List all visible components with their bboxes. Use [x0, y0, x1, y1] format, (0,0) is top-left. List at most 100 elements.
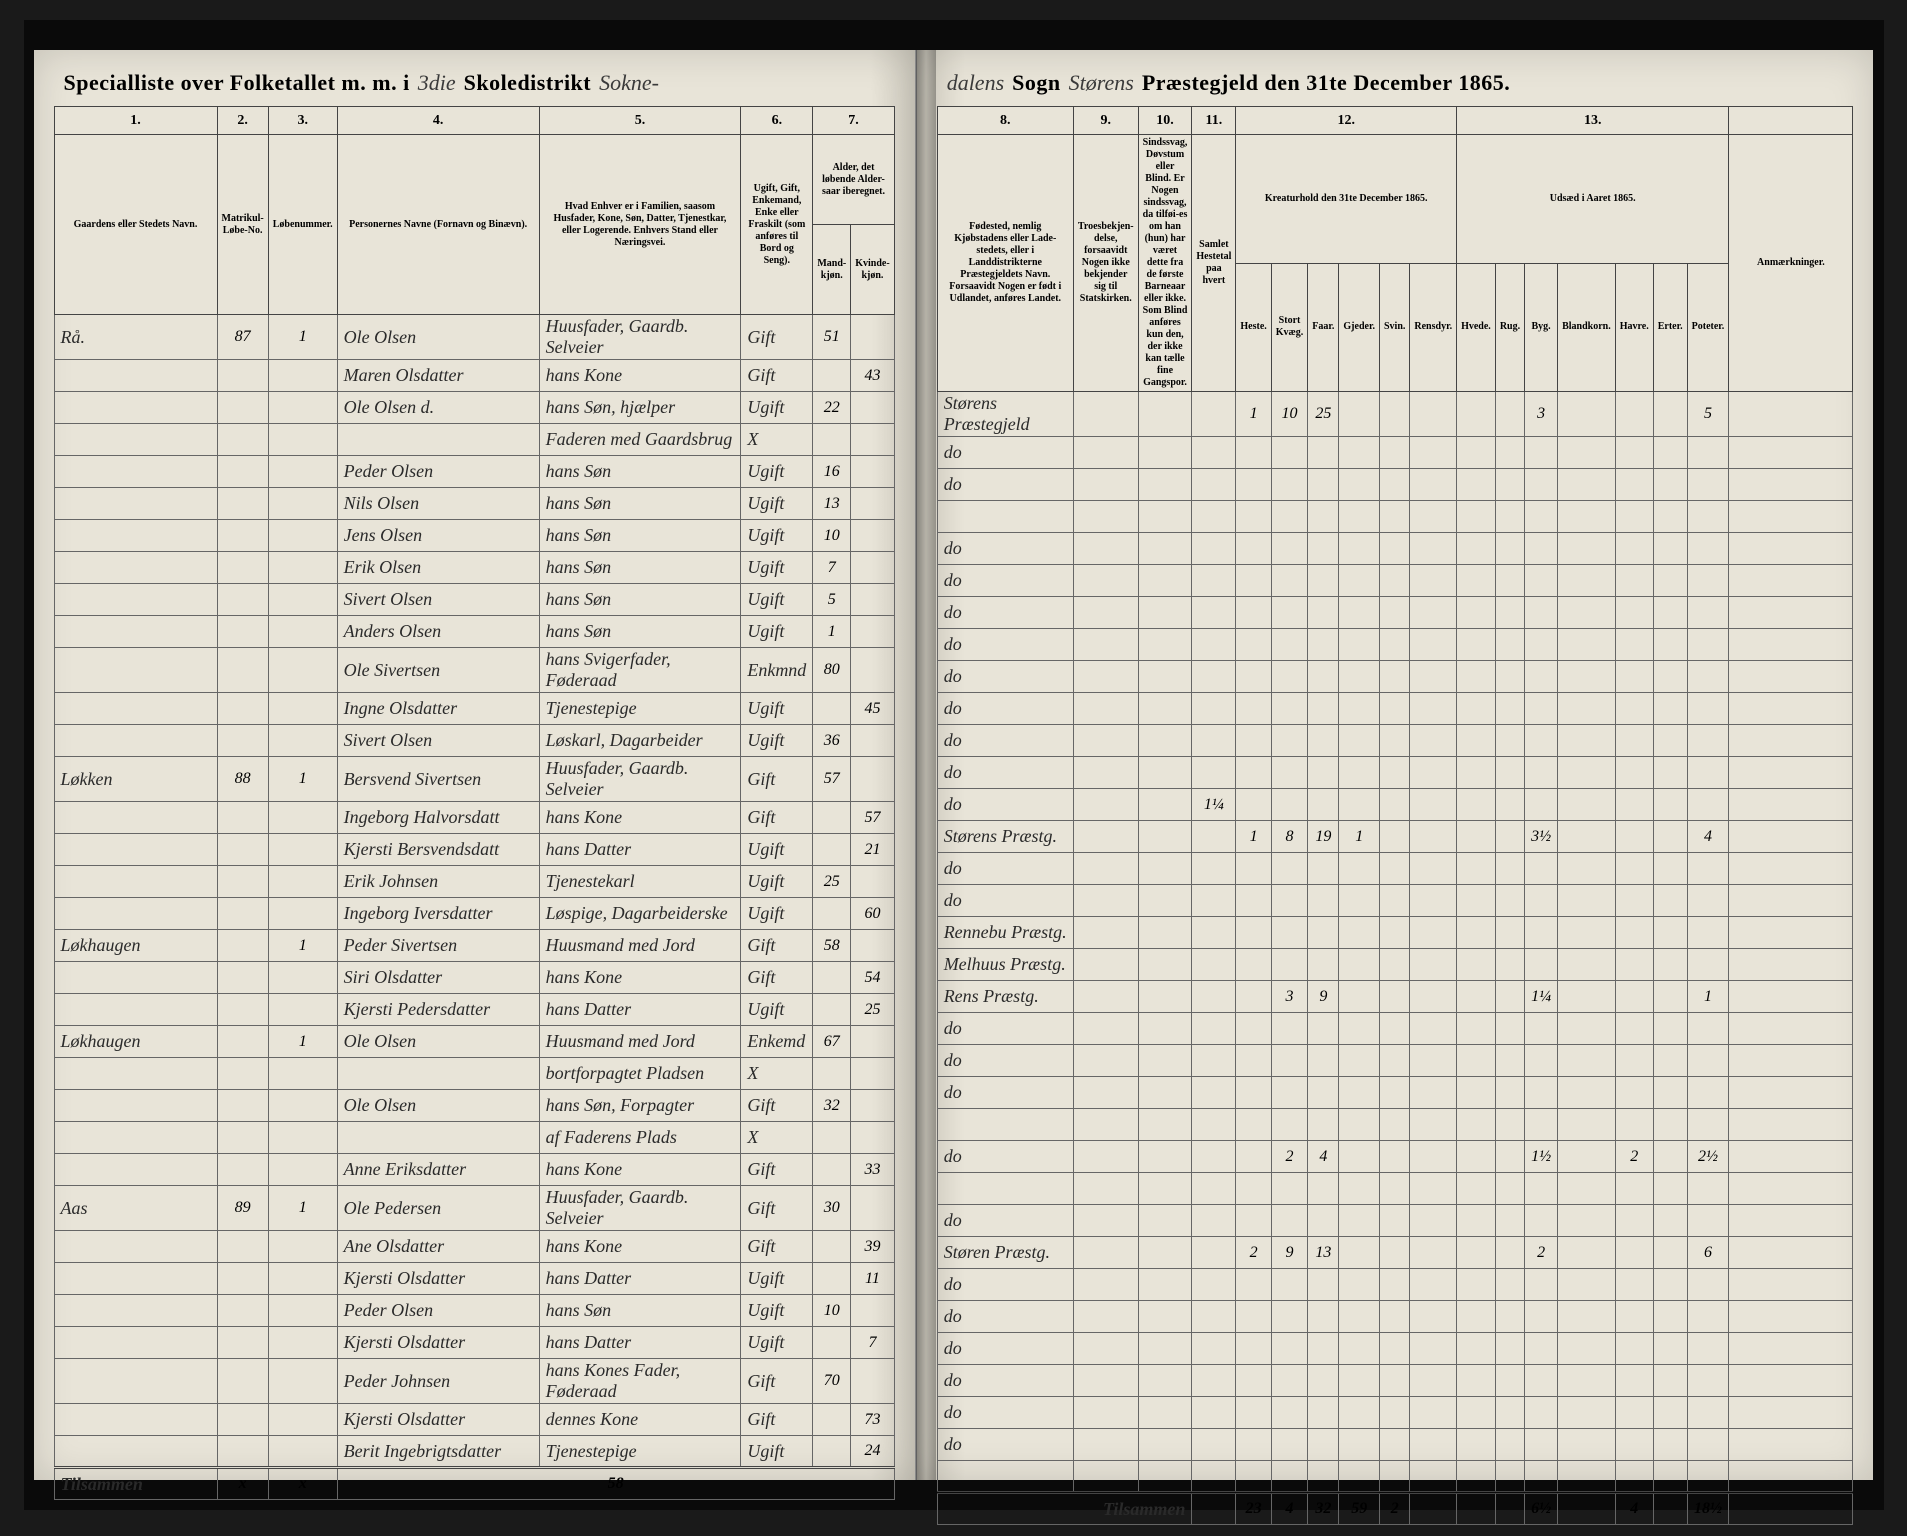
h13f: Erter.: [1653, 263, 1687, 392]
cell-k12-3: [1339, 1173, 1380, 1205]
cell-k13-0: [1457, 1429, 1496, 1461]
cell-k11: [1192, 1429, 1236, 1461]
table-row: do: [937, 437, 1853, 469]
cell-k13-0: [1457, 597, 1496, 629]
cell-k12-3: [1339, 1461, 1380, 1493]
cell-anm: [1729, 1365, 1853, 1397]
table-row: Ole Olsen hans Søn, Forpagter Gift 32: [54, 1090, 894, 1122]
cell-k13-3: [1558, 437, 1616, 469]
cell-navn: Ole Olsen: [337, 1026, 539, 1058]
cell-k13-5: [1653, 629, 1687, 661]
cell-tro: [1073, 629, 1138, 661]
cell-tro: [1073, 392, 1138, 437]
cell-stand: Ugift: [741, 994, 813, 1026]
cell-k13-4: [1615, 1429, 1653, 1461]
cell-stand: Ugift: [741, 725, 813, 757]
cell-navn: Peder Olsen: [337, 456, 539, 488]
cell-anm: [1729, 1301, 1853, 1333]
cell-mk: 32: [813, 1090, 851, 1122]
cell-k12-0: [1236, 1141, 1271, 1173]
cell-k12-4: [1379, 1109, 1409, 1141]
cell-k12-1: [1271, 949, 1308, 981]
cell-k12-1: [1271, 1301, 1308, 1333]
cell-k12-0: [1236, 1173, 1271, 1205]
cell-lno: [268, 1058, 337, 1090]
table-row: Ingeborg Halvorsdatt hans Kone Gift 57: [54, 802, 894, 834]
cell-tro: [1073, 1173, 1138, 1205]
cell-navn: [337, 424, 539, 456]
cell-gaard: [54, 488, 217, 520]
right-footer: Tilsammen 23 4 32 59 2 6½ 4 18½: [937, 1493, 1853, 1525]
cell-fsted: do: [937, 1013, 1073, 1045]
cell-sinds: [1138, 1173, 1192, 1205]
rf-k12-2: 32: [1308, 1493, 1339, 1525]
cell-k13-4: [1615, 392, 1653, 437]
cell-k12-2: [1308, 1109, 1339, 1141]
cell-k12-3: [1339, 1141, 1380, 1173]
cell-tro: [1073, 1269, 1138, 1301]
cell-k13-3: [1558, 1109, 1616, 1141]
cell-stand: Gift: [741, 360, 813, 392]
cell-k13-0: [1457, 1077, 1496, 1109]
cell-kk: [851, 616, 894, 648]
cell-k13-5: [1653, 1013, 1687, 1045]
cell-sinds: [1138, 1269, 1192, 1301]
cell-stand: X: [741, 1058, 813, 1090]
cell-k12-3: [1339, 1205, 1380, 1237]
cell-tro: [1073, 501, 1138, 533]
cell-k12-4: [1379, 1397, 1409, 1429]
cell-stilling: Tjenestekarl: [539, 866, 741, 898]
cell-k12-5: [1410, 469, 1457, 501]
cell-k12-2: [1308, 949, 1339, 981]
cell-lno: [268, 1090, 337, 1122]
cell-k13-1: [1495, 693, 1524, 725]
cell-k12-1: [1271, 1429, 1308, 1461]
cell-stilling: hans Kone: [539, 1231, 741, 1263]
cell-k12-1: 2: [1271, 1141, 1308, 1173]
cell-sinds: [1138, 1397, 1192, 1429]
cell-k13-5: [1653, 853, 1687, 885]
cell-k12-2: 13: [1308, 1237, 1339, 1269]
cell-lno: [268, 1359, 337, 1404]
cell-anm: [1729, 392, 1853, 437]
cell-kk: 21: [851, 834, 894, 866]
cell-navn: Peder Sivertsen: [337, 930, 539, 962]
cell-k13-1: [1495, 392, 1524, 437]
sogn-label: Sogn: [1012, 70, 1060, 96]
cell-navn: Ingeborg Iversdatter: [337, 898, 539, 930]
cell-k12-2: [1308, 1397, 1339, 1429]
cell-gaard: [54, 1090, 217, 1122]
cell-k12-1: [1271, 1461, 1308, 1493]
cell-navn: Ole Pedersen: [337, 1186, 539, 1231]
cell-k12-1: [1271, 533, 1308, 565]
h12c: Faar.: [1308, 263, 1339, 392]
cell-sinds: [1138, 1461, 1192, 1493]
cell-k12-0: [1236, 1301, 1271, 1333]
table-row: Sivert Olsen Løskarl, Dagarbeider Ugift …: [54, 725, 894, 757]
cell-k13-3: [1558, 1365, 1616, 1397]
cell-navn: [337, 1122, 539, 1154]
cell-fsted: do: [937, 1301, 1073, 1333]
prgjeld-hand: Størens: [1069, 70, 1134, 96]
cell-k12-4: [1379, 629, 1409, 661]
cell-mno: [217, 802, 268, 834]
cell-k13-2: [1525, 597, 1558, 629]
cell-lno: [268, 898, 337, 930]
cell-k13-2: [1525, 853, 1558, 885]
cell-fsted: do: [937, 1141, 1073, 1173]
cell-k12-4: [1379, 1269, 1409, 1301]
cell-sinds: [1138, 1237, 1192, 1269]
cell-gaard: [54, 1058, 217, 1090]
cell-mno: [217, 392, 268, 424]
cell-k13-2: 1¼: [1525, 981, 1558, 1013]
table-row: Kjersti Bersvendsdatt hans Datter Ugift …: [54, 834, 894, 866]
cell-fsted: Størens Præstg.: [937, 821, 1073, 853]
cell-navn: Kjersti Olsdatter: [337, 1404, 539, 1436]
h5: Hvad Enhver er i Familien, saasom Husfad…: [539, 135, 741, 315]
cell-k12-0: [1236, 661, 1271, 693]
cell-gaard: [54, 1436, 217, 1468]
cell-k13-0: [1457, 1237, 1496, 1269]
left-table: 1. 2. 3. 4. 5. 6. 7. Gaardens eller Sted…: [54, 106, 895, 1500]
cell-anm: [1729, 1397, 1853, 1429]
cell-k11: [1192, 533, 1236, 565]
